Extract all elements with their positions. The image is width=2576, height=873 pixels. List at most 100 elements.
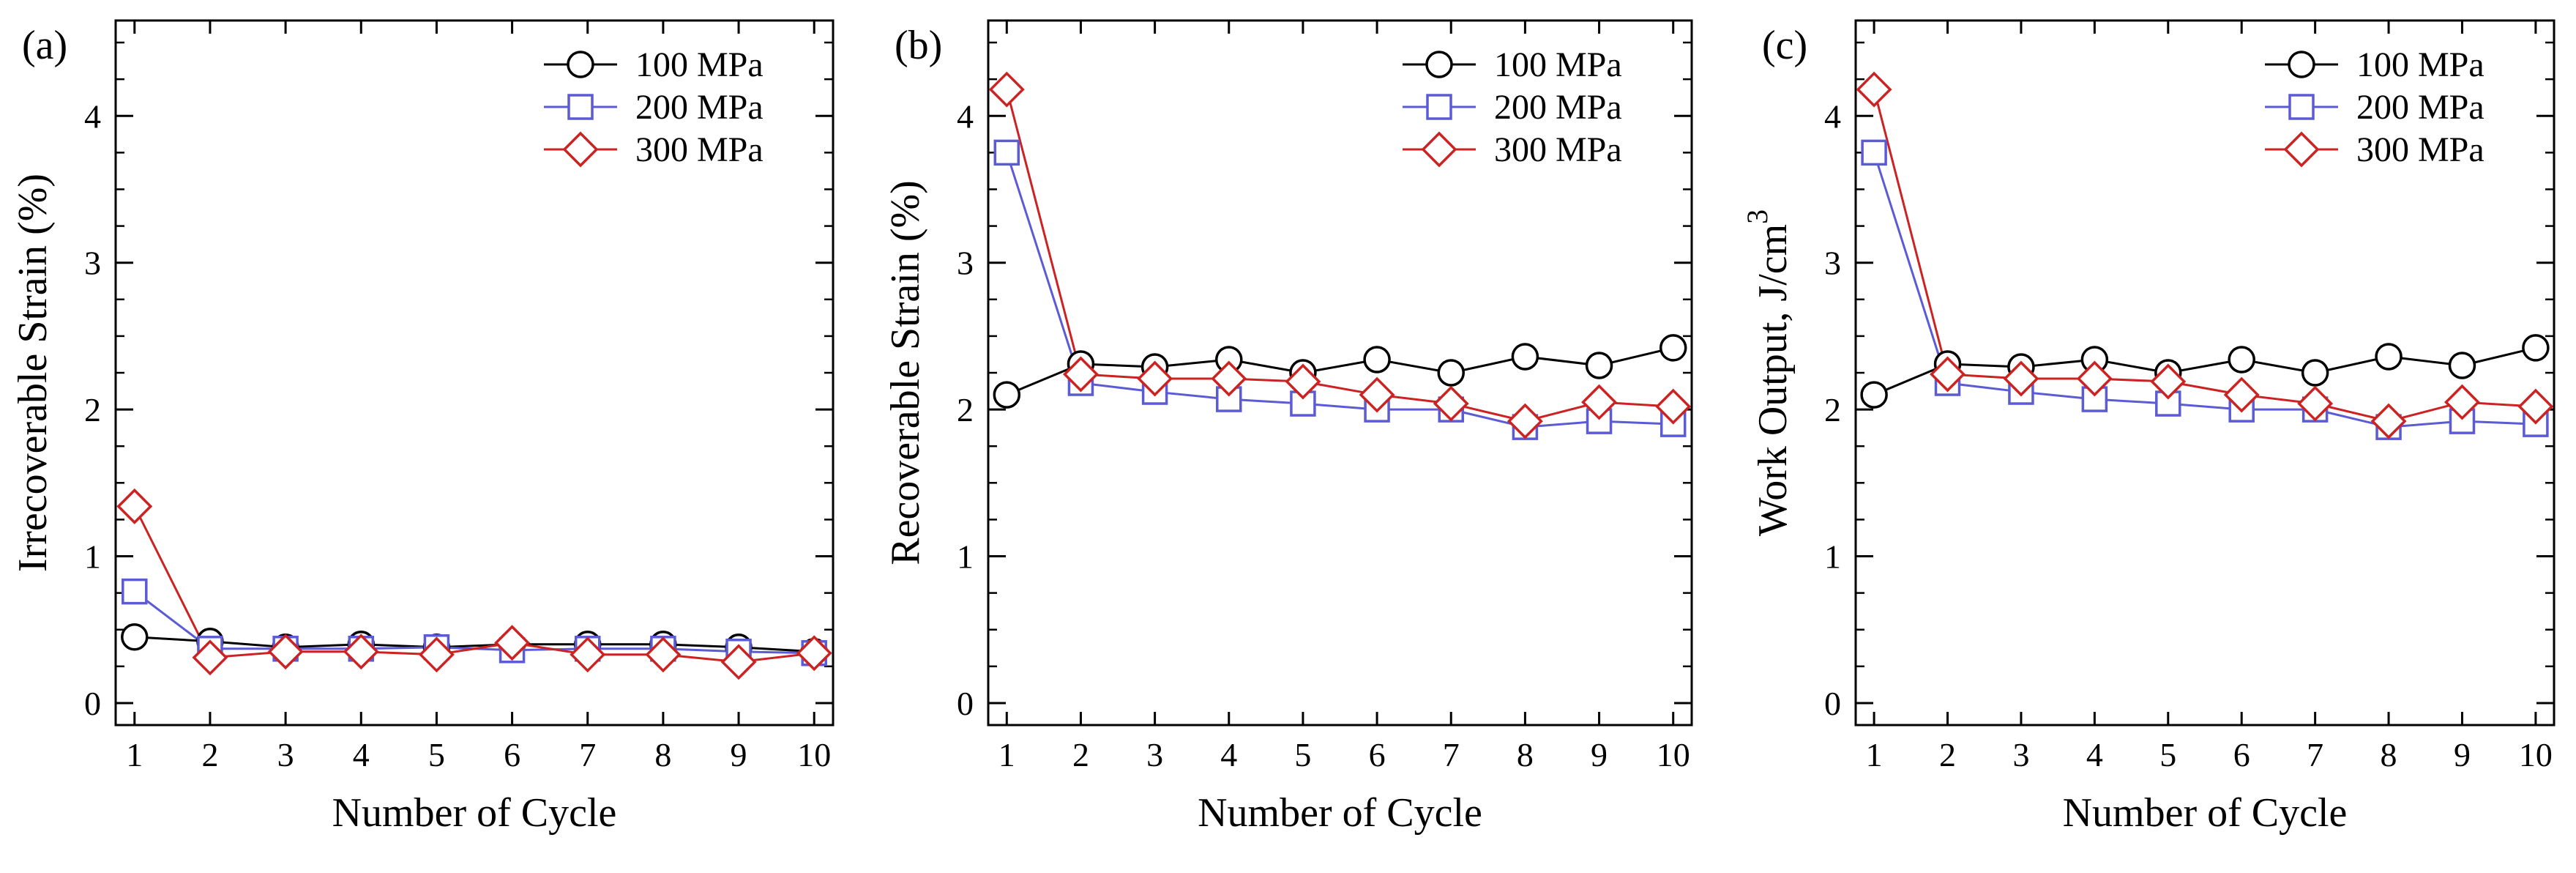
data-point-300-mpa: 300 MPa: cycle 9, 2.05 [1581,384,1618,420]
series-points-100-mpa: 100 MPa: cycle 1, 2.1100 MPa: cycle 2, 2… [1860,334,2550,409]
x-tick-label: 7 [1443,736,1460,773]
legend-label-100-mpa: 100 MPa [2356,45,2484,84]
data-point-300-mpa: 300 MPa: cycle 1, 1.34 [116,488,153,524]
x-tick-label: 2 [1072,736,1089,773]
data-point-100-mpa: 100 MPa: cycle 10, 2.42 [1659,334,1687,362]
x-tick-label: 1 [1866,736,1883,773]
data-point-300-mpa: 300 MPa: cycle 6, 2.1 [2223,376,2260,413]
y-tick-label: 2 [957,391,974,428]
x-tick-label: 10 [2519,736,2553,773]
x-tick-label: 7 [579,736,596,773]
data-point-300-mpa: 300 MPa: cycle 1, 4.18 [988,71,1025,108]
x-tick-label: 4 [1220,736,1237,773]
y-axis-label: Irrecoverable Strain (%) [10,174,56,572]
data-point-300-mpa: 300 MPa: cycle 2, 2.24 [1930,356,1966,393]
y-tick-label: 4 [1824,97,1841,135]
series-line-100-mpa [1006,346,1674,396]
data-point-300-mpa: 300 MPa: cycle 10, 2.02 [2517,388,2554,425]
data-point-200-mpa: 200 MPa: cycle 1, 0.76 [122,578,148,605]
legend-label-300-mpa: 300 MPa [2356,130,2484,169]
y-tick-label: 1 [957,538,974,576]
data-point-300-mpa: 300 MPa: cycle 10, 2.02 [1655,388,1692,425]
data-point-300-mpa: 300 MPa: cycle 3, 2.21 [1137,360,1173,397]
series-line-300-mpa [1873,89,2536,423]
y-tick-label: 4 [84,97,101,135]
data-point-200-mpa: 200 MPa: cycle 5, 2.04 [1290,390,1316,417]
data-point-100-mpa: 100 MPa: cycle 10, 2.42 [2522,334,2550,362]
y-axis-label: Recoverable Strain (%) [883,180,928,565]
data-point-100-mpa: 100 MPa: cycle 1, 0.45 [121,623,149,651]
data-point-300-mpa: 300 MPa: cycle 2, 0.31 [192,639,228,676]
y-tick-label: 2 [1824,391,1841,428]
data-point-300-mpa: 300 MPa: cycle 1, 4.18 [1856,71,1892,108]
data-point-300-mpa: 300 MPa: cycle 8, 0.33 [645,636,682,673]
data-point-300-mpa: 300 MPa: cycle 7, 0.33 [570,636,606,673]
legend-label-100-mpa: 100 MPa [635,45,764,84]
y-tick-label: 3 [1824,245,1841,282]
legend-marker-100-mpa [567,51,594,78]
legend-marker-100-mpa [2288,51,2315,78]
legend-label-200-mpa: 200 MPa [635,88,764,127]
x-axis-label: Number of Cycle [1198,790,1482,836]
series-points-200-mpa: 200 MPa: cycle 1, 3.75200 MPa: cycle 2, … [1861,139,2549,440]
panel-label: (c) [1762,23,1807,68]
data-point-300-mpa: 300 MPa: cycle 3, 2.21 [2003,360,2039,397]
x-tick-label: 8 [1517,736,1534,773]
data-point-200-mpa: 200 MPa: cycle 1, 3.75 [1861,139,1887,166]
legend-label-100-mpa: 100 MPa [1494,45,1622,84]
data-point-100-mpa: 100 MPa: cycle 7, 2.25 [2301,359,2329,387]
panel-label: (a) [22,23,67,68]
y-tick-label: 1 [84,538,101,576]
x-tick-label: 3 [2012,736,2029,773]
series-points-300-mpa: 300 MPa: cycle 1, 4.18 300 MPa: cycle 2, … [1856,71,2554,439]
x-tick-label: 1 [998,736,1015,773]
x-tick-label: 10 [797,736,831,773]
legend-marker-300-mpa [562,131,599,168]
legend-label-300-mpa: 300 MPa [1494,130,1622,169]
series-line-100-mpa [134,636,815,653]
data-point-200-mpa: 200 MPa: cycle 9, 1.92 [2449,408,2476,434]
data-point-300-mpa: 300 MPa: cycle 8, 1.92 [2370,403,2407,439]
series-points-200-mpa: 200 MPa: cycle 1, 0.76200 MPa: cycle 2, … [122,578,827,666]
legend-marker-200-mpa [1426,94,1452,120]
data-point-100-mpa: 100 MPa: cycle 9, 2.3 [1585,352,1613,379]
y-axis-label: Work Output, J/cm3 [1741,209,1796,536]
data-point-300-mpa: 300 MPa: cycle 4, 0.35 [343,634,379,670]
data-point-100-mpa: 100 MPa: cycle 8, 2.36 [1511,343,1539,371]
y-tick-label: 1 [1824,538,1841,576]
series-points-200-mpa: 200 MPa: cycle 1, 3.75200 MPa: cycle 2, … [993,139,1687,440]
legend-marker-100-mpa [1425,51,1453,78]
x-tick-label: 5 [2159,736,2176,773]
x-tick-label: 1 [126,736,143,773]
data-point-100-mpa: 100 MPa: cycle 9, 2.3 [2448,352,2476,379]
x-tick-label: 7 [2307,736,2323,773]
legend-marker-200-mpa [2288,94,2315,120]
x-tick-label: 5 [1294,736,1311,773]
x-tick-label: 9 [731,736,747,773]
series-points-300-mpa: 300 MPa: cycle 1, 1.34 300 MPa: cycle 2, … [116,488,832,680]
y-tick-label: 4 [957,97,974,135]
x-tick-label: 10 [1657,736,1690,773]
x-tick-label: 3 [277,736,294,773]
x-tick-label: 2 [1939,736,1956,773]
data-point-300-mpa: 300 MPa: cycle 7, 2.04 [2297,385,2334,422]
data-point-100-mpa: 100 MPa: cycle 6, 2.34 [2228,346,2255,374]
legend-label-300-mpa: 300 MPa [635,130,764,169]
data-point-100-mpa: 100 MPa: cycle 6, 2.34 [1363,346,1391,374]
data-point-100-mpa: 100 MPa: cycle 7, 2.25 [1437,359,1465,387]
y-tick-label: 2 [84,391,101,428]
x-tick-label: 2 [201,736,218,773]
x-tick-label: 8 [2381,736,2397,773]
data-point-100-mpa: 100 MPa: cycle 8, 2.36 [2375,343,2403,371]
data-point-300-mpa: 300 MPa: cycle 9, 2.05 [2444,384,2480,420]
series-line-300-mpa [1005,89,1673,423]
data-point-300-mpa: 300 MPa: cycle 6, 0.41 [494,625,531,661]
data-point-300-mpa: 300 MPa: cycle 7, 2.04 [1433,385,1469,422]
series-line-200-mpa [1005,152,1673,428]
x-tick-label: 6 [1369,736,1386,773]
